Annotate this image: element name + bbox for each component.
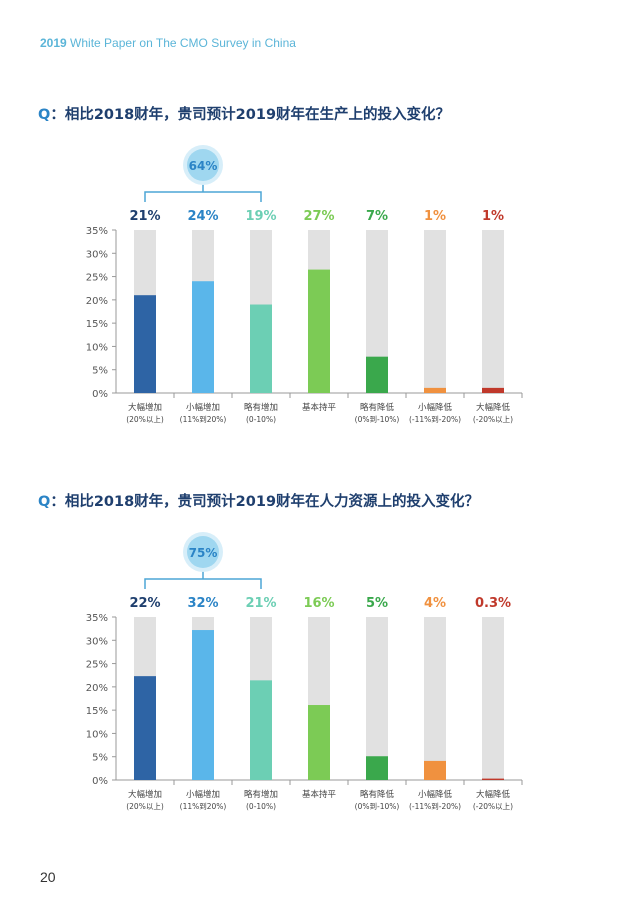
category-sublabel: (20%以上) (126, 415, 164, 424)
y-tick-label: 15% (86, 319, 108, 330)
bubble (187, 149, 219, 181)
y-tick-label: 15% (86, 706, 108, 717)
y-tick-label: 25% (86, 273, 108, 284)
y-tick-label: 30% (86, 249, 108, 260)
category-sublabel: (0-10%) (246, 415, 276, 424)
value-label: 21% (245, 596, 276, 611)
bar-background (424, 230, 446, 393)
bar-background (366, 230, 388, 393)
category-label: 小幅降低 (418, 402, 453, 413)
category-sublabel: (-11%到-20%) (409, 415, 461, 424)
value-label: 5% (366, 596, 388, 611)
hr-investment-chart: 0% 5% 10% 15% 20% 25% 30% 35% 22% 大幅增加 (20%以上) 32% 小… (86, 532, 523, 811)
y-tick-label: 5% (92, 753, 108, 764)
bar-background (482, 230, 504, 393)
y-tick-label: 10% (86, 342, 108, 353)
data-bar (366, 356, 388, 393)
data-bar (366, 756, 388, 780)
production-investment-chart: 0% 5% 10% 15% 20% 25% 30% 35% 21% 大幅增加 (20%以上) 24% 小… (86, 145, 523, 424)
question-text: ：相比2018财年，贵司预计2019财年在人力资源上的投入变化？ (50, 494, 480, 510)
question-prefix: Q (38, 494, 51, 510)
category-sublabel: (-20%以上) (473, 415, 513, 424)
question-title-production: Q：相比2018财年，贵司预计2019财年在生产上的投入变化？ (38, 103, 450, 124)
value-label: 16% (303, 596, 334, 611)
value-label: 22% (129, 596, 160, 611)
category-label: 基本持平 (302, 789, 337, 800)
value-label: 4% (424, 596, 446, 611)
value-label: 1% (482, 209, 504, 224)
data-bar (134, 295, 156, 393)
category-label: 略有降低 (360, 402, 395, 413)
category-sublabel: (20%以上) (126, 802, 164, 811)
data-bar (424, 760, 446, 780)
data-bar (424, 387, 446, 393)
value-label: 32% (187, 596, 218, 611)
value-label: 27% (303, 209, 334, 224)
bracket-line (144, 191, 262, 202)
category-label: 略有增加 (244, 402, 278, 413)
data-bar (192, 630, 214, 780)
category-label: 小幅增加 (186, 402, 220, 413)
bar-background (366, 617, 388, 780)
page-number: 20 (40, 869, 56, 885)
data-bar (134, 676, 156, 780)
bracket-line (144, 578, 262, 589)
value-label: 24% (187, 209, 218, 224)
category-label: 基本持平 (302, 402, 337, 413)
category-label: 大幅增加 (128, 789, 162, 800)
category-label: 大幅降低 (476, 402, 511, 413)
category-sublabel: (-11%到-20%) (409, 802, 461, 811)
category-sublabel: (0%到-10%) (355, 802, 400, 811)
y-tick-label: 20% (86, 296, 108, 307)
question-title-hr: Q：相比2018财年，贵司预计2019财年在人力资源上的投入变化？ (38, 490, 479, 511)
category-label: 略有增加 (244, 789, 278, 800)
value-label: 19% (245, 209, 276, 224)
header-title: White Paper on The CMO Survey in China (66, 36, 296, 50)
y-tick-label: 25% (86, 660, 108, 671)
category-sublabel: (11%到20%) (180, 415, 227, 424)
category-sublabel: (0-10%) (246, 802, 276, 811)
y-tick-label: 30% (86, 636, 108, 647)
category-label: 大幅降低 (476, 789, 511, 800)
category-sublabel: (-20%以上) (473, 802, 513, 811)
bubble (187, 536, 219, 568)
data-bar (482, 387, 504, 393)
header-year: 2019 (40, 36, 67, 50)
y-tick-label: 10% (86, 729, 108, 740)
question-text: ：相比2018财年，贵司预计2019财年在生产上的投入变化？ (50, 107, 451, 123)
category-label: 小幅降低 (418, 789, 453, 800)
value-label: 7% (366, 209, 388, 224)
bar-background (424, 617, 446, 780)
data-bar (308, 269, 330, 393)
question-prefix: Q (38, 107, 51, 123)
value-label: 21% (129, 209, 160, 224)
value-label: 1% (424, 209, 446, 224)
y-tick-label: 5% (92, 366, 108, 377)
data-bar (250, 680, 272, 780)
bubble-label: 64% (189, 159, 218, 173)
category-sublabel: (11%到20%) (180, 802, 227, 811)
value-label: 0.3% (475, 596, 511, 611)
y-tick-label: 0% (92, 389, 108, 400)
category-sublabel: (0%到-10%) (355, 415, 400, 424)
bar-background (482, 617, 504, 780)
bubble-label: 75% (189, 546, 218, 560)
data-bar (192, 281, 214, 393)
y-tick-label: 20% (86, 683, 108, 694)
report-header: 2019 White Paper on The CMO Survey in Ch… (40, 36, 296, 50)
category-label: 小幅增加 (186, 789, 220, 800)
data-bar (250, 304, 272, 393)
data-bar (308, 705, 330, 780)
y-tick-label: 35% (86, 226, 108, 237)
y-tick-label: 35% (86, 613, 108, 624)
y-tick-label: 0% (92, 776, 108, 787)
data-bar (482, 778, 504, 780)
category-label: 略有降低 (360, 789, 395, 800)
category-label: 大幅增加 (128, 402, 162, 413)
